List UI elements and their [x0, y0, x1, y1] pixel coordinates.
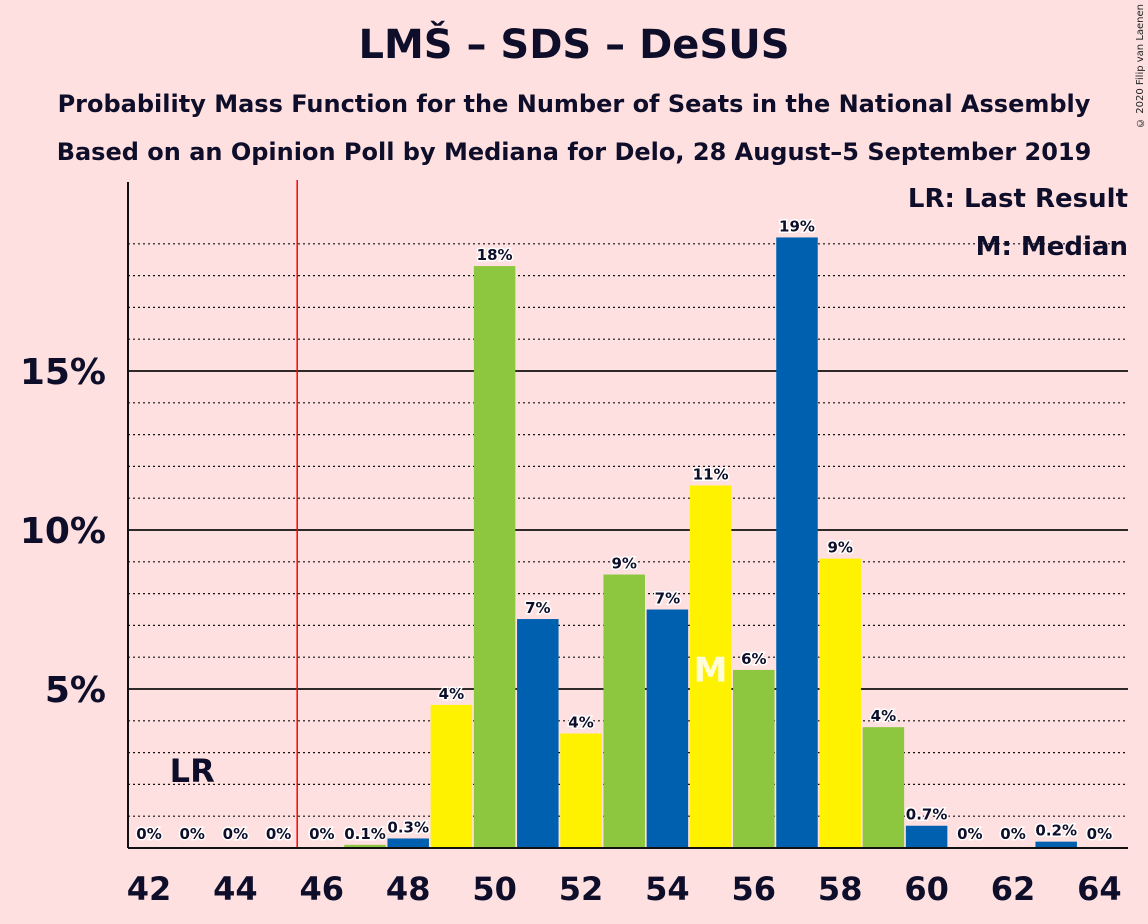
- bar-seat-50: [473, 266, 516, 848]
- bar-seat-58: [819, 558, 861, 848]
- chart-subtitle-1: Probability Mass Function for the Number…: [57, 90, 1091, 118]
- y-tick-label: 10%: [20, 511, 106, 552]
- bar-seat-54: [646, 609, 689, 848]
- data-label-seat-44: 0%: [223, 825, 248, 843]
- data-label-seat-61: 0%: [957, 825, 982, 843]
- annotations: 0% 0% 0% 0% 0% 0.1% 0.3% 4% 18% 7% 4% 9% 7% 11% 6% 19% 9…: [135, 180, 1114, 848]
- data-label-seat-45: 0%: [266, 825, 291, 843]
- data-label-seat-54: 7%: [655, 590, 680, 608]
- y-tick-label: 15%: [20, 352, 106, 393]
- median-marker: M: [694, 650, 728, 690]
- data-label-seat-60: 0.7%: [906, 806, 948, 824]
- data-label-seat-53: 9%: [611, 555, 636, 573]
- x-tick-label: 48: [386, 870, 431, 908]
- data-label-seat-58: 9%: [827, 539, 852, 557]
- bar-seat-47: [344, 844, 386, 848]
- y-tick-label: 5%: [45, 670, 106, 711]
- bar-seat-51: [517, 619, 559, 848]
- bar-seat-56: [733, 669, 775, 848]
- x-tick-label: 52: [559, 870, 604, 908]
- data-label-seat-50: 18%: [477, 246, 513, 264]
- data-label-seat-64: 0%: [1087, 825, 1112, 843]
- bar-seat-49: [430, 704, 473, 848]
- chart-title: LMŠ – SDS – DeSUS: [358, 22, 790, 68]
- x-tick-label: 46: [300, 870, 345, 908]
- data-label-seat-47: 0.1%: [344, 825, 386, 843]
- x-tick-label: 54: [645, 870, 690, 908]
- x-tick-label: 42: [127, 870, 172, 908]
- bar-seat-57: [776, 237, 818, 848]
- bar-seat-63: [1035, 841, 1077, 848]
- data-label-seat-51: 7%: [525, 599, 550, 617]
- chart-subtitle-2: Based on an Opinion Poll by Mediana for …: [56, 138, 1092, 166]
- data-label-seat-42: 0%: [136, 825, 161, 843]
- data-label-seat-59: 4%: [871, 707, 896, 725]
- x-tick-label: 62: [991, 870, 1036, 908]
- legend-median: M: Median: [975, 232, 1128, 262]
- data-label-seat-56: 6%: [741, 650, 766, 668]
- bar-seat-60: [905, 825, 948, 848]
- x-tick-label: 50: [472, 870, 517, 908]
- x-tick-label: 44: [213, 870, 258, 908]
- data-label-seat-52: 4%: [568, 714, 593, 732]
- data-label-seat-46: 0%: [309, 825, 334, 843]
- data-label-seat-55: 11%: [693, 465, 729, 483]
- bar-seat-48: [387, 838, 429, 848]
- bar-seat-52: [560, 733, 602, 848]
- axes: 5% 10% 15% 42 44 46 48 50 52 54 56 58 60 62 64: [20, 182, 1128, 908]
- data-label-seat-57: 19%: [779, 217, 815, 235]
- last-result-label: LR: [170, 752, 215, 790]
- x-tick-label: 58: [818, 870, 863, 908]
- data-label-seat-48: 0.3%: [387, 818, 429, 836]
- legend-last-result: LR: Last Result: [907, 184, 1128, 214]
- bar-seat-59: [862, 727, 905, 848]
- x-tick-label: 64: [1077, 870, 1122, 908]
- data-label-seat-63: 0.2%: [1035, 822, 1077, 840]
- x-tick-label: 56: [732, 870, 777, 908]
- bars: [344, 237, 1077, 848]
- data-label-seat-49: 4%: [439, 685, 464, 703]
- bar-seat-55: [689, 485, 732, 848]
- bar-seat-53: [603, 574, 645, 848]
- data-label-seat-62: 0%: [1000, 825, 1025, 843]
- data-label-seat-43: 0%: [179, 825, 204, 843]
- x-tick-label: 60: [904, 870, 949, 908]
